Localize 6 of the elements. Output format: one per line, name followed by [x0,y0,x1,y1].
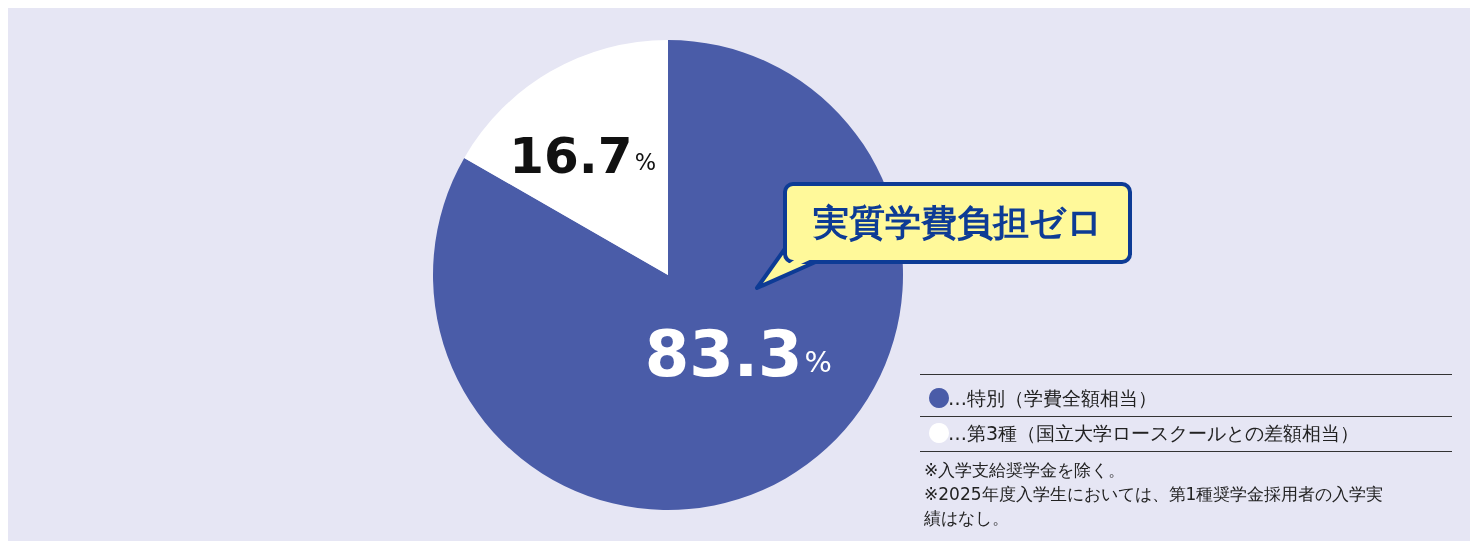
data-label: 16.7% [509,126,657,185]
data-label: 83.3% [644,317,832,392]
legend-label: …特別（学費全額相当） [948,387,1157,409]
legend-label: …第3種（国立大学ロースクールとの差額相当） [948,422,1360,444]
text: ※2025年度入学生においては、第1種奨学金採用者の入学実績はなし。 [923,484,1384,528]
text: ※入学支給奨学金を除く。 [924,460,1126,480]
